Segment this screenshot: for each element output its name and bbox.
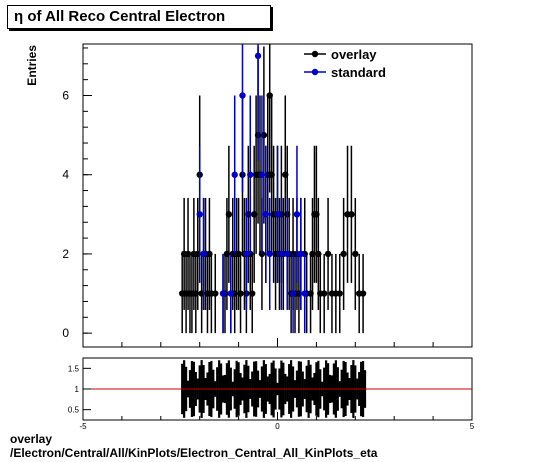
overlay-point <box>340 250 347 258</box>
standard-point <box>266 250 273 258</box>
ratio-plot: 0.5 1 1.5 -5 0 5 <box>68 357 475 431</box>
standard-point <box>297 250 305 258</box>
page-title: η of All Reco Central Electron <box>14 8 226 25</box>
standard-point <box>301 290 308 297</box>
main-plot: 0 2 4 6 Entries overlay standard <box>25 43 473 348</box>
y-tick-label: 4 <box>62 168 69 182</box>
y-tick-label: 2 <box>62 247 69 261</box>
standard-point <box>284 250 291 258</box>
ratio-y-tick-label: 1.5 <box>68 364 80 373</box>
ratio-y-tick-label: 0.5 <box>68 406 80 415</box>
y-tick-label: 0 <box>62 326 69 340</box>
legend-marker <box>311 68 319 76</box>
standard-point <box>293 211 301 218</box>
ratio-x-tick-label: 0 <box>275 422 280 431</box>
footer-path: /Electron/Central/All/KinPlots/Electron_… <box>10 446 378 460</box>
ratio-y-tick-label: 1 <box>75 385 80 394</box>
overlay-point <box>348 211 355 218</box>
standard-point <box>219 290 227 297</box>
overlay-point <box>352 250 359 258</box>
overlay-point <box>225 211 233 218</box>
standard-point <box>247 171 254 178</box>
overlay-point <box>324 250 332 258</box>
legend-marker <box>311 50 319 58</box>
standard-point <box>278 250 285 258</box>
standard-point <box>258 171 266 178</box>
standard-point <box>243 250 250 258</box>
standard-point <box>200 250 207 258</box>
standard-point <box>231 171 238 178</box>
standard-point <box>274 211 281 218</box>
title-box: η of All Reco Central Electron <box>7 5 271 29</box>
footer-label: overlay <box>10 432 53 446</box>
ratio-x-tick-label: -5 <box>79 422 87 431</box>
overlay-point <box>336 290 343 297</box>
overlay-point <box>237 290 244 297</box>
standard-point <box>239 92 246 99</box>
legend-label: overlay <box>331 47 377 62</box>
standard-point <box>196 211 203 218</box>
y-tick-label: 6 <box>62 88 69 102</box>
ratio-x-tick-label: 5 <box>470 422 475 431</box>
overlay-point <box>320 290 328 297</box>
overlay-point <box>212 290 219 297</box>
overlay-point <box>249 290 256 297</box>
standard-point <box>262 211 270 218</box>
standard-point <box>227 290 235 297</box>
y-axis-label: Entries <box>25 45 39 86</box>
legend-label: standard <box>331 65 386 80</box>
standard-point <box>254 52 262 60</box>
standard-point <box>289 290 297 297</box>
overlay-point <box>359 290 367 297</box>
